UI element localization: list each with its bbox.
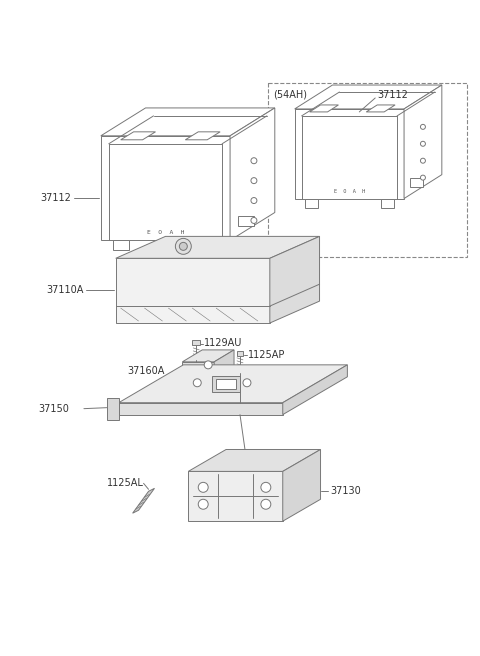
- Polygon shape: [366, 105, 395, 112]
- Bar: [268, 83, 467, 257]
- Polygon shape: [310, 105, 338, 112]
- Text: 1125AP: 1125AP: [248, 350, 285, 360]
- Polygon shape: [283, 365, 348, 415]
- Polygon shape: [305, 199, 318, 207]
- Polygon shape: [295, 109, 404, 199]
- Circle shape: [261, 482, 271, 492]
- Polygon shape: [188, 472, 283, 521]
- Polygon shape: [214, 350, 234, 380]
- Circle shape: [204, 361, 212, 369]
- Polygon shape: [113, 240, 129, 251]
- Circle shape: [198, 499, 208, 509]
- Polygon shape: [116, 258, 270, 323]
- Polygon shape: [295, 85, 442, 109]
- Polygon shape: [230, 108, 275, 240]
- Circle shape: [251, 218, 257, 224]
- Polygon shape: [107, 398, 119, 420]
- Polygon shape: [119, 403, 283, 415]
- Polygon shape: [119, 365, 348, 403]
- Text: 37160A: 37160A: [128, 366, 165, 376]
- Text: E  O  A  H: E O A H: [147, 230, 184, 235]
- Circle shape: [175, 238, 192, 255]
- Text: (54AH): (54AH): [273, 90, 307, 100]
- Polygon shape: [132, 488, 155, 513]
- Text: 37112: 37112: [377, 90, 408, 100]
- Text: 1125AL: 1125AL: [107, 478, 144, 488]
- Circle shape: [251, 178, 257, 184]
- Polygon shape: [283, 449, 321, 521]
- Circle shape: [420, 125, 425, 129]
- Polygon shape: [182, 350, 234, 362]
- Circle shape: [251, 157, 257, 164]
- Text: 1129AU: 1129AU: [204, 338, 242, 348]
- Circle shape: [420, 175, 425, 180]
- Circle shape: [198, 482, 208, 492]
- Polygon shape: [237, 351, 243, 356]
- Polygon shape: [216, 379, 236, 389]
- Polygon shape: [381, 199, 394, 207]
- Text: 37112: 37112: [40, 193, 71, 203]
- Circle shape: [180, 242, 187, 251]
- Polygon shape: [192, 340, 200, 345]
- Polygon shape: [238, 216, 254, 226]
- Polygon shape: [212, 376, 240, 392]
- Text: 37150: 37150: [38, 403, 69, 414]
- Text: E  O  A  H: E O A H: [334, 189, 365, 194]
- Circle shape: [420, 141, 425, 146]
- Polygon shape: [410, 178, 423, 186]
- Polygon shape: [270, 236, 320, 323]
- Polygon shape: [202, 240, 218, 251]
- Polygon shape: [101, 108, 275, 136]
- Circle shape: [251, 197, 257, 203]
- Text: 37110A: 37110A: [47, 285, 84, 295]
- Polygon shape: [101, 136, 230, 240]
- Circle shape: [261, 499, 271, 509]
- Polygon shape: [116, 236, 320, 258]
- Circle shape: [420, 158, 425, 163]
- Polygon shape: [182, 362, 214, 380]
- Polygon shape: [185, 132, 220, 140]
- Circle shape: [193, 379, 201, 387]
- Text: 37130: 37130: [330, 486, 361, 497]
- Polygon shape: [188, 449, 321, 472]
- Polygon shape: [120, 132, 156, 140]
- Circle shape: [243, 379, 251, 387]
- Polygon shape: [404, 85, 442, 199]
